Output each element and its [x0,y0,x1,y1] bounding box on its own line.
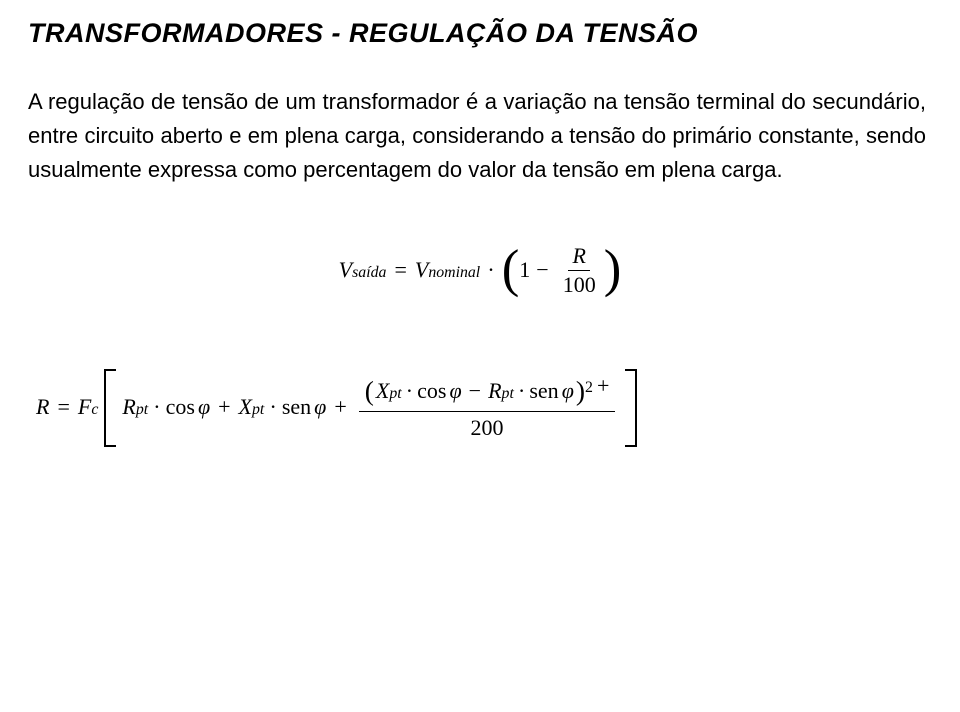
Xpt1: X [239,394,252,420]
plus1: + [218,394,230,420]
minus-op: − [536,257,548,283]
plus2: + [334,394,346,420]
one: 1 [519,257,530,283]
lbracket [104,369,116,447]
big-frac-num: ( Xpt ∙ cosφ − Rpt ∙ senφ ) 2 + [359,373,616,412]
equation-1: Vsaída = Vnominal ∙ ( 1 − R 100 ) [28,242,932,298]
dot2: ∙ [270,394,276,420]
page-title: TRANSFORMADORES - REGULAÇÃO DA TENSÃO [28,18,932,49]
equals2: = [57,394,69,420]
sen1: sen [282,394,311,420]
minus1: − [469,378,481,404]
big-frac: ( Xpt ∙ cosφ − Rpt ∙ senφ ) 2 + 200 [359,373,616,441]
sub-pt3: pt [389,385,401,403]
sub-pt2: pt [252,401,264,419]
sen2: sen [529,378,558,404]
var-V: V [339,257,352,283]
phi3: φ [450,378,462,404]
Rpt2: R [488,378,501,404]
var-V2: V [415,257,428,283]
phi2: φ [314,394,326,420]
Xpt2: X [376,378,389,404]
lparen: ( [502,248,520,290]
sq: 2 [585,379,593,397]
body-paragraph: A regulação de tensão de um transformado… [28,85,932,187]
sub-nominal: nominal [428,264,480,282]
var-R-lhs: R [36,394,49,420]
var-Fc: F [78,394,91,420]
sub-saida: saída [352,264,386,282]
equation-2: R = Fc Rpt ∙ cosφ + Xpt ∙ senφ + ( Xpt ∙… [28,368,932,446]
big-frac-den: 200 [471,412,504,441]
dot-op: ∙ [488,257,494,283]
sub-c: c [91,401,98,419]
frac-R-100: R 100 [559,242,600,298]
sub-pt4: pt [502,385,514,403]
dot3: ∙ [407,378,413,404]
cos1: cos [166,394,195,420]
rparen: ) [604,248,622,290]
sub-pt1: pt [136,401,148,419]
plus-trail: + [597,373,609,399]
frac-den: 100 [559,271,600,299]
cos2: cos [417,378,446,404]
phi4: φ [562,378,574,404]
frac-num: R [568,242,589,271]
dot4: ∙ [519,378,525,404]
phi1: φ [198,394,210,420]
rbracket [625,369,637,447]
equals: = [394,257,406,283]
dot1: ∙ [154,394,160,420]
Rpt1: R [122,394,135,420]
